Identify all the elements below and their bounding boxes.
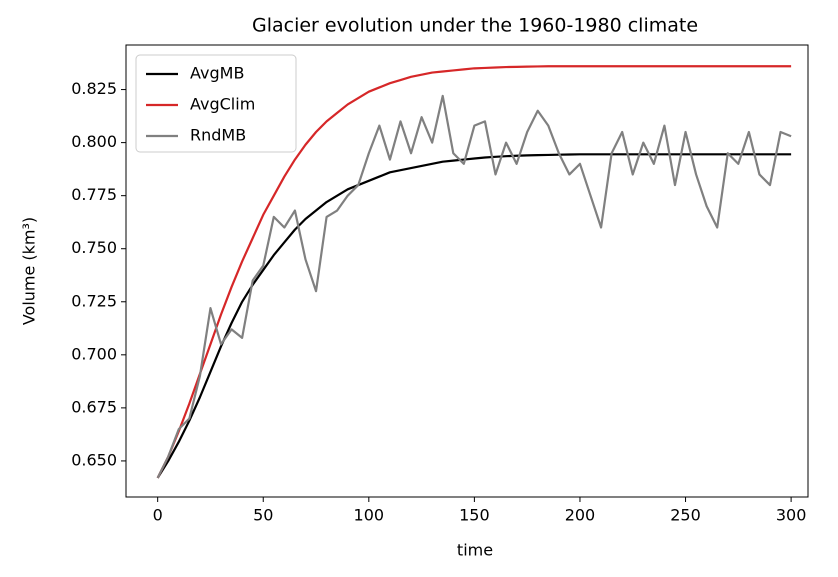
series-line <box>156 153 792 479</box>
y-tick-label: 0.750 <box>71 238 117 257</box>
legend-label: RndMB <box>190 126 246 145</box>
plot-frame <box>125 44 809 498</box>
x-tick-label: 300 <box>776 506 807 525</box>
chart-title: Glacier evolution under the 1960-1980 cl… <box>252 15 698 37</box>
x-tick-label: 100 <box>354 506 385 525</box>
x-tick-label: 150 <box>459 506 490 525</box>
y-axis-label: Volume (km³) <box>20 217 39 325</box>
series-line <box>156 65 792 479</box>
y-tick-label: 0.825 <box>71 79 117 98</box>
y-tick-label: 0.775 <box>71 185 117 204</box>
x-tick-label: 0 <box>153 506 163 525</box>
y-tick-label: 0.675 <box>71 397 117 416</box>
series-line <box>156 94 792 479</box>
x-tick-label: 250 <box>670 506 701 525</box>
x-tick-label: 50 <box>253 506 273 525</box>
x-tick-label: 200 <box>565 506 596 525</box>
y-tick-label: 0.800 <box>71 132 117 151</box>
legend-box <box>135 54 297 153</box>
x-axis-label: time <box>457 541 493 560</box>
legend-label: AvgClim <box>190 95 255 114</box>
y-tick-label: 0.650 <box>71 450 117 469</box>
legend-label: AvgMB <box>190 64 244 83</box>
y-tick-label: 0.700 <box>71 344 117 363</box>
y-tick-label: 0.725 <box>71 291 117 310</box>
